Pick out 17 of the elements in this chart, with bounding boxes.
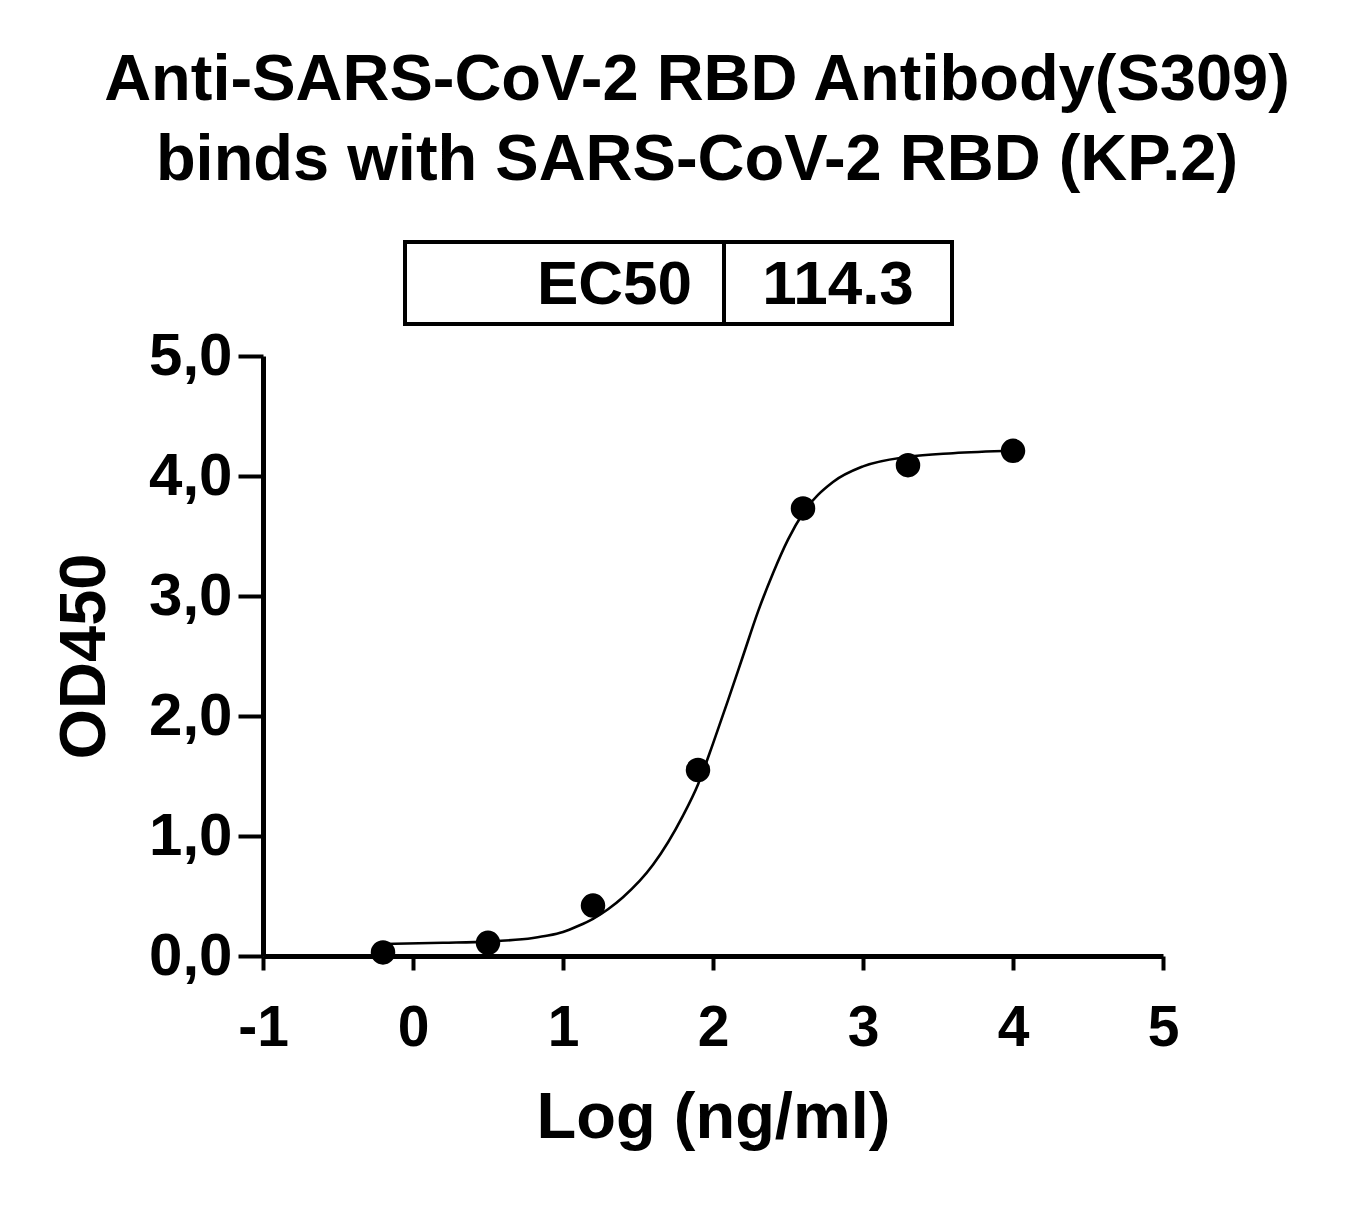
x-axis-title: Log (ng/ml) xyxy=(536,1078,891,1152)
table-frame: EC50 114.3 xyxy=(403,240,954,326)
y-tick-label: 5,0 xyxy=(149,320,233,388)
y-axis-title: OD450 xyxy=(46,553,120,760)
y-tick-label: 0,0 xyxy=(149,920,233,988)
x-tick-label: 4 xyxy=(997,993,1030,1058)
y-tick-label: 1,0 xyxy=(149,800,233,868)
y-tick-label: 2,0 xyxy=(149,680,233,748)
x-tick-label: 2 xyxy=(697,993,730,1058)
x-tick-label: 0 xyxy=(397,993,430,1058)
y-tick-label: 4,0 xyxy=(149,440,233,508)
x-tick-label: 1 xyxy=(547,993,580,1058)
x-tick-label: 5 xyxy=(1147,993,1180,1058)
x-tick-label: 3 xyxy=(847,993,880,1058)
x-tick-label: -1 xyxy=(238,993,289,1058)
chart-title: Anti-SARS-CoV-2 RBD Antibody(S309) binds with SARS-CoV-2 RBD (KP.2) xyxy=(104,41,1290,194)
y-tick-label: 3,0 xyxy=(149,560,233,628)
